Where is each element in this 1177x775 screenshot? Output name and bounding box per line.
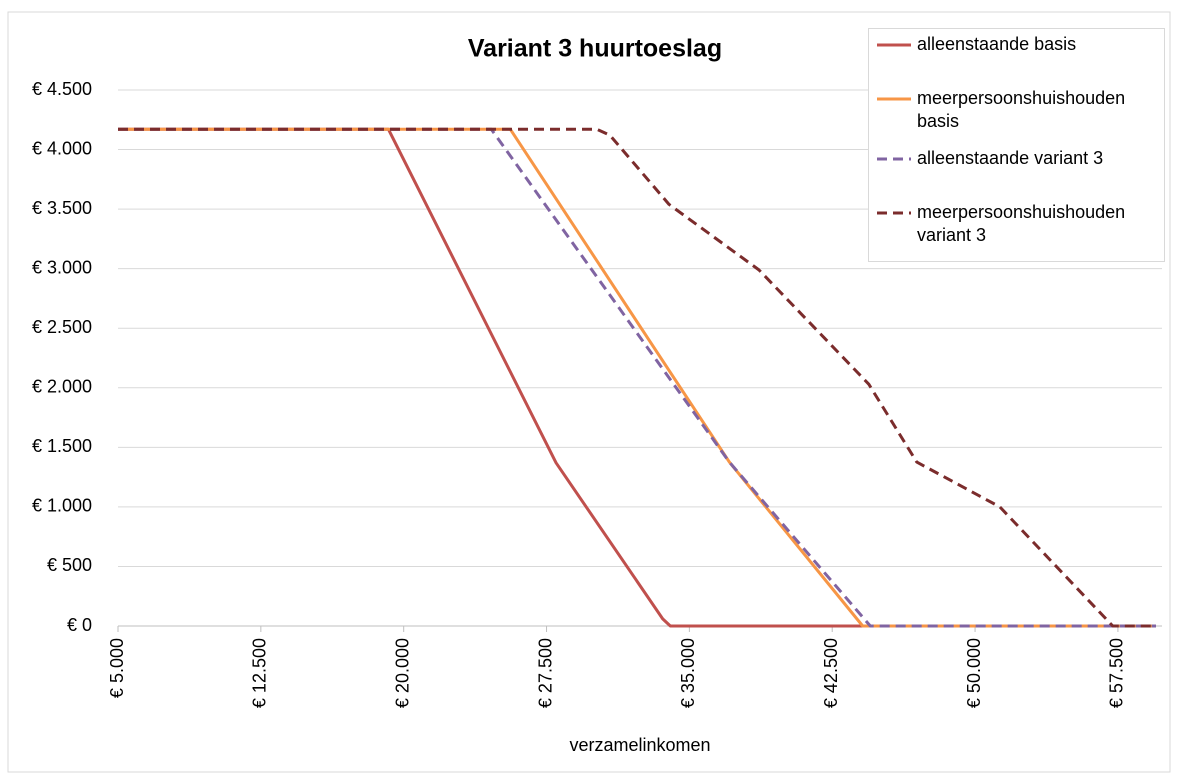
x-tick-label: € 50.000 (964, 638, 984, 708)
y-tick-label: € 2.000 (32, 377, 92, 397)
legend: alleenstaande basis meerpersoonshuishoude… (868, 28, 1165, 262)
y-tick-label: € 3.000 (32, 257, 92, 277)
legend-swatch (877, 43, 911, 47)
y-tick-label: € 1.500 (32, 436, 92, 456)
x-tick-label: € 12.500 (250, 638, 270, 708)
x-tick-label: € 5.000 (107, 638, 127, 698)
legend-label: meerpersoonshuishouden basis (917, 88, 1126, 131)
series-line (118, 127, 1156, 628)
chart-title: Variant 3 huurtoeslag (468, 35, 722, 63)
y-tick-label: € 4.500 (32, 79, 92, 99)
x-tick-label: € 42.500 (821, 638, 841, 708)
x-tick-label: € 35.000 (678, 638, 698, 708)
y-tick-label: € 0 (67, 615, 92, 635)
legend-label: meerpersoonshuishouden variant 3 (917, 202, 1126, 245)
legend-swatch (877, 97, 911, 101)
legend-swatch (877, 157, 911, 161)
legend-item: alleenstaande basis (875, 33, 1163, 56)
y-tick-label: € 1.000 (32, 496, 92, 516)
y-tick-label: € 500 (47, 555, 92, 575)
x-tick-label: € 27.500 (535, 638, 555, 708)
legend-item: meerpersoonshuishouden basis (875, 87, 1163, 133)
x-axis-label: verzamelinkomen (569, 735, 710, 755)
x-tick-label: € 20.000 (392, 638, 412, 708)
legend-label: alleenstaande variant 3 (917, 148, 1104, 168)
y-tick-label: € 3.500 (32, 198, 92, 218)
x-tick-label: € 57.500 (1107, 638, 1127, 708)
legend-item: alleenstaande variant 3 (875, 147, 1163, 170)
y-tick-label: € 4.000 (32, 138, 92, 158)
legend-item: meerpersoonshuishouden variant 3 (875, 201, 1163, 247)
y-tick-label: € 2.500 (32, 317, 92, 337)
legend-swatch (877, 211, 911, 215)
legend-label: alleenstaande basis (917, 34, 1077, 54)
